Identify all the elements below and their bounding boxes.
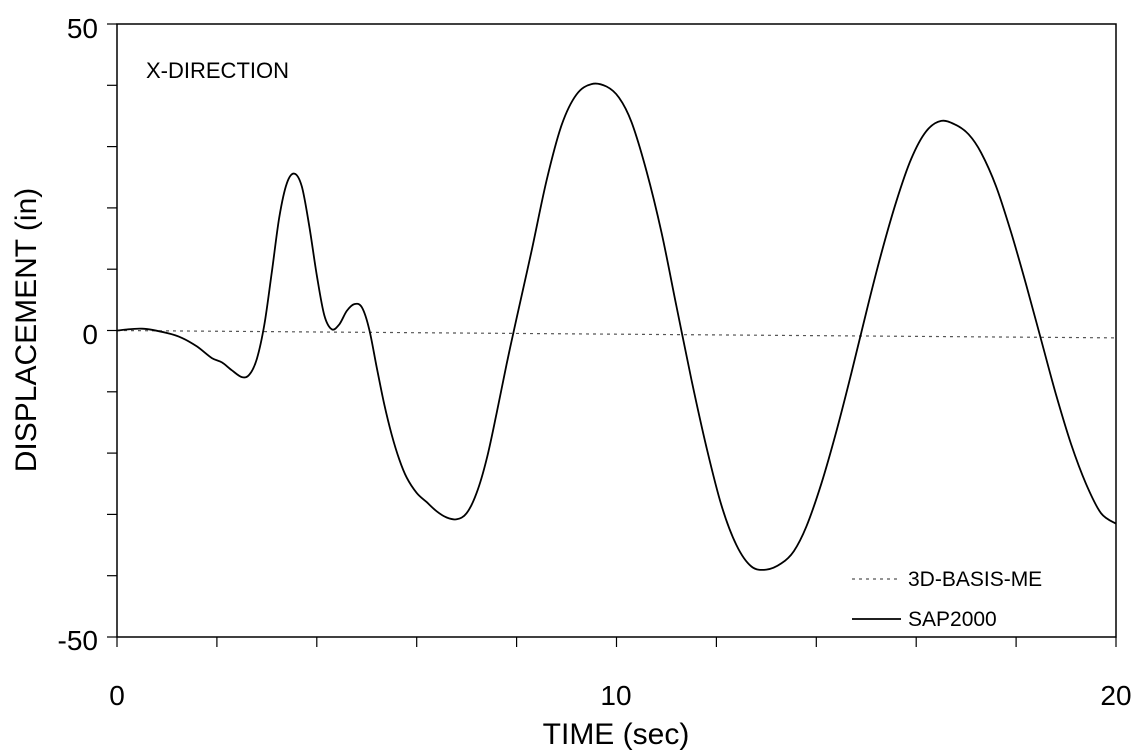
x-tick-label-0: 0: [109, 680, 125, 711]
legend: 3D-BASIS-ME SAP2000: [852, 568, 1042, 631]
y-axis-label: DISPLACEMENT (in): [10, 188, 43, 473]
y-tick-label-minus-50: -50: [58, 625, 98, 656]
legend-label-sap2000: SAP2000: [908, 608, 997, 631]
x-tick-label-10: 10: [600, 680, 631, 711]
x-axis-label: TIME (sec): [543, 718, 690, 751]
series-3d-basis-me-line: [116, 329, 1117, 339]
series-sap2000-line: [116, 82, 1117, 571]
direction-annotation: X-DIRECTION: [146, 58, 289, 83]
y-tick-label-0: 0: [82, 319, 98, 350]
y-tick-label-50: 50: [67, 13, 98, 44]
plot-area: [116, 23, 1117, 638]
x-axis-ticks: [116, 637, 1117, 647]
y-axis-ticks: [107, 23, 117, 638]
legend-label-3d-basis-me: 3D-BASIS-ME: [908, 568, 1042, 591]
x-tick-label-20: 20: [1100, 680, 1131, 711]
